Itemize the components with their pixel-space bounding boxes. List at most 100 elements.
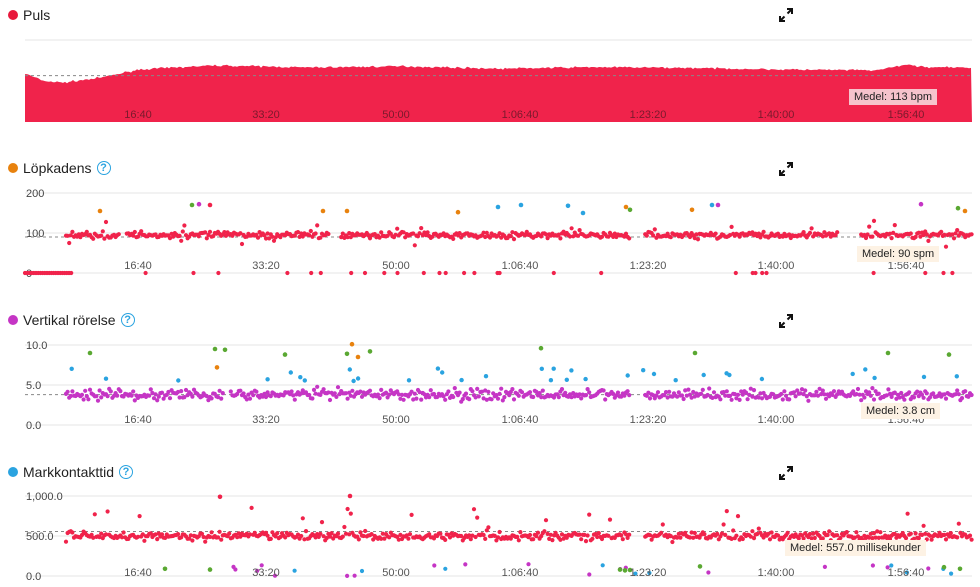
- data-point: [298, 375, 303, 380]
- data-point: [215, 535, 221, 540]
- data-point: [563, 390, 568, 395]
- data-point: [627, 567, 633, 573]
- question-circle-icon[interactable]: ?: [96, 161, 111, 175]
- question-circle-icon[interactable]: ?: [119, 465, 134, 479]
- data-point: [538, 345, 544, 351]
- data-point: [217, 388, 222, 393]
- data-point: [619, 394, 624, 399]
- data-point: [263, 394, 269, 400]
- data-point: [707, 386, 712, 391]
- data-point: [207, 229, 213, 234]
- data-point: [939, 229, 944, 234]
- data-point: [943, 244, 949, 249]
- data-point: [870, 536, 875, 541]
- expand-arrows-icon[interactable]: [778, 465, 794, 481]
- data-point: [362, 270, 368, 276]
- legend-dot-puls: [8, 10, 18, 20]
- data-point: [137, 514, 142, 519]
- data-point: [140, 532, 145, 537]
- data-point: [207, 202, 213, 208]
- data-point: [156, 394, 161, 399]
- data-point: [97, 535, 102, 540]
- data-point: [886, 387, 891, 392]
- data-point: [87, 387, 93, 392]
- data-point: [801, 536, 806, 541]
- data-point: [313, 231, 318, 236]
- data-point: [372, 232, 377, 237]
- data-point: [452, 386, 457, 391]
- data-point: [545, 236, 550, 241]
- data-point: [937, 391, 942, 396]
- data-point: [251, 393, 256, 398]
- data-point: [177, 233, 182, 238]
- data-point: [318, 392, 323, 397]
- data-point: [756, 231, 761, 236]
- data-point: [755, 531, 760, 537]
- data-point: [873, 535, 878, 540]
- data-point: [921, 395, 926, 400]
- data-point: [660, 522, 665, 527]
- data-point: [926, 238, 931, 243]
- data-point: [732, 392, 737, 397]
- data-point: [796, 536, 801, 541]
- data-point: [315, 384, 320, 389]
- data-point: [300, 516, 305, 521]
- data-point: [941, 270, 946, 276]
- data-point: [867, 535, 872, 540]
- data-point: [345, 573, 350, 578]
- y-tick-label: 0.0: [26, 571, 41, 583]
- data-point: [548, 532, 553, 537]
- data-point: [238, 388, 243, 393]
- x-tick-label: 1:40:00: [758, 414, 795, 426]
- data-point: [969, 537, 974, 542]
- data-point: [585, 533, 590, 538]
- data-point: [691, 535, 696, 540]
- data-point: [285, 270, 290, 276]
- data-point: [316, 534, 321, 539]
- data-point: [475, 386, 480, 391]
- data-point: [884, 393, 889, 398]
- data-point: [361, 533, 366, 539]
- data-point: [540, 388, 545, 393]
- y-tick-label: 1,000.0: [26, 491, 63, 503]
- data-point: [457, 390, 462, 395]
- data-point: [651, 371, 657, 377]
- data-point: [161, 396, 166, 401]
- data-point: [148, 531, 153, 536]
- data-point: [401, 230, 406, 235]
- data-point: [396, 392, 401, 397]
- data-point: [510, 387, 515, 392]
- data-point: [470, 389, 475, 394]
- data-point: [468, 537, 473, 542]
- data-point: [686, 387, 691, 392]
- data-point: [267, 236, 272, 241]
- data-point: [87, 350, 93, 356]
- data-point: [345, 506, 350, 512]
- data-point: [247, 396, 253, 401]
- data-point: [412, 243, 417, 248]
- data-point: [382, 536, 387, 541]
- data-point: [697, 564, 703, 569]
- data-point: [956, 392, 961, 397]
- data-point: [935, 534, 941, 539]
- expand-arrows-icon[interactable]: [778, 161, 794, 177]
- expand-arrows-icon[interactable]: [778, 7, 794, 23]
- data-point: [481, 396, 486, 401]
- data-point: [308, 228, 313, 234]
- expand-arrows-icon[interactable]: [778, 313, 794, 329]
- data-point: [515, 534, 520, 539]
- data-point: [484, 397, 489, 402]
- data-point: [84, 229, 89, 234]
- data-point: [497, 391, 502, 396]
- data-point: [551, 270, 556, 276]
- data-point: [871, 218, 877, 223]
- data-point: [499, 235, 504, 240]
- data-point: [320, 208, 326, 214]
- data-point: [283, 535, 288, 540]
- question-circle-icon[interactable]: ?: [120, 313, 135, 327]
- data-point: [148, 387, 153, 392]
- data-point: [272, 573, 278, 578]
- data-point: [710, 395, 715, 400]
- data-point: [291, 393, 296, 398]
- chart-vertikal: 10.0 5.0 0.0 16:40 33:20 50:00 1:06:40 1:23:20 1…: [25, 340, 974, 432]
